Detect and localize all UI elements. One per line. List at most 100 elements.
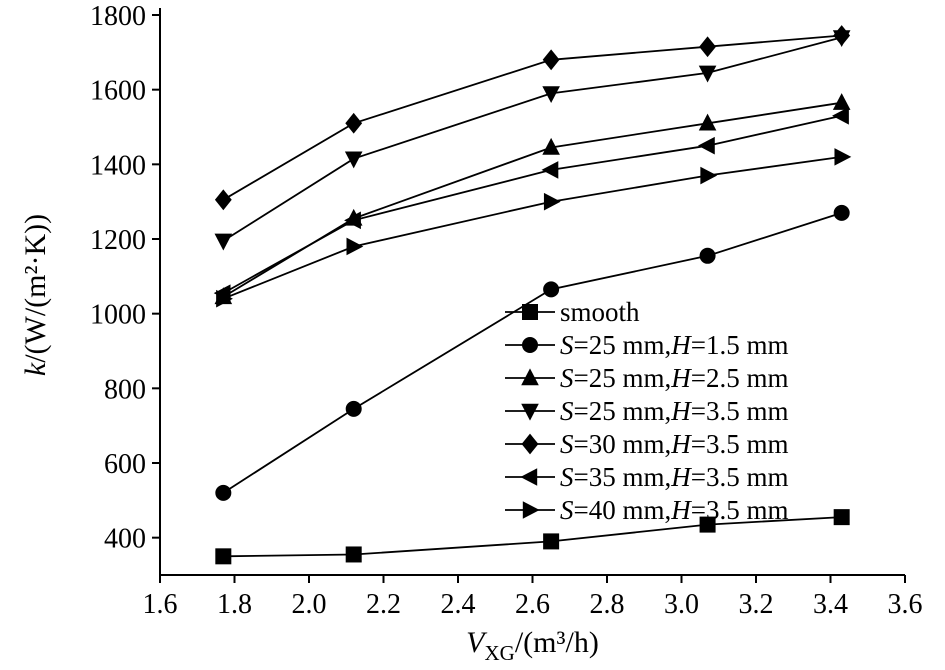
data-point-series-3 — [698, 65, 717, 83]
legend-entry: S=40 mm,H=3.5 mm — [505, 495, 788, 525]
legend-entry: smooth — [505, 297, 640, 327]
x-tick-label: 2.4 — [441, 589, 476, 620]
data-point-series-4 — [542, 49, 560, 71]
triangle-down-marker — [698, 65, 717, 83]
triangle-down-marker — [344, 151, 363, 169]
triangle-up-marker — [698, 113, 717, 131]
data-point-series-6 — [834, 148, 852, 166]
legend-label: S=30 mm,H=3.5 mm — [560, 429, 788, 459]
square-marker — [345, 546, 362, 563]
triangle-down-marker — [521, 403, 539, 421]
legend-entry: S=25 mm,H=3.5 mm — [505, 396, 788, 426]
legend-label: S=25 mm,H=1.5 mm — [560, 330, 788, 360]
legend-label: S=25 mm,H=3.5 mm — [560, 396, 788, 426]
triangle-down-marker — [214, 233, 233, 251]
data-point-series-2 — [832, 93, 851, 110]
circle-marker — [522, 337, 538, 353]
square-marker — [699, 516, 716, 533]
x-tick-label: 3.4 — [813, 589, 848, 620]
diamond-marker — [833, 25, 851, 46]
data-point-series-0 — [699, 516, 716, 533]
circle-marker — [699, 247, 716, 264]
circle-marker — [543, 281, 560, 298]
x-tick-label: 1.8 — [217, 589, 252, 620]
circle-marker — [833, 204, 850, 221]
x-tick-label: 3.6 — [888, 589, 923, 620]
y-tick-label: 1600 — [90, 76, 146, 107]
data-point-series-1 — [543, 281, 560, 298]
triangle-right-marker — [522, 501, 540, 519]
data-point-series-5 — [697, 136, 715, 155]
legend-label: S=25 mm,H=2.5 mm — [560, 363, 788, 393]
triangle-right-marker — [216, 289, 233, 308]
x-tick-label: 2.2 — [366, 589, 401, 620]
circle-marker — [345, 400, 362, 417]
series-line-3 — [222, 36, 842, 242]
square-marker — [543, 533, 560, 550]
triangle-left-marker — [832, 107, 849, 125]
circle-marker — [215, 484, 232, 501]
triangle-right-marker — [346, 237, 364, 256]
series-line-2 — [222, 101, 842, 298]
legend-label: S=35 mm,H=3.5 mm — [560, 462, 788, 492]
data-point-series-1 — [699, 247, 716, 264]
data-point-series-6 — [216, 289, 233, 308]
data-point-series-1 — [833, 204, 850, 221]
x-tick-label: 2.8 — [590, 589, 625, 620]
data-point-series-4 — [699, 36, 716, 58]
data-point-series-6 — [543, 192, 561, 211]
series-line-5 — [222, 114, 842, 294]
series-line-6 — [222, 156, 842, 300]
x-tick-label: 3.0 — [664, 589, 699, 620]
data-point-series-3 — [344, 151, 363, 169]
data-point-series-5 — [344, 211, 361, 230]
diamond-marker — [214, 189, 232, 211]
triangle-left-marker — [520, 468, 538, 486]
x-axis-label: VXG/(m³/h) — [466, 626, 599, 665]
legend-entry: S=30 mm,H=3.5 mm — [505, 429, 788, 459]
triangle-up-marker — [521, 368, 539, 386]
triangle-right-marker — [700, 166, 718, 185]
data-point-series-5 — [832, 107, 849, 125]
y-tick-label: 1400 — [90, 150, 146, 181]
data-point-series-2 — [542, 137, 560, 155]
data-point-series-4 — [345, 112, 363, 134]
data-point-series-3 — [214, 233, 233, 251]
data-point-series-1 — [345, 400, 362, 417]
data-point-series-0 — [833, 509, 850, 526]
triangle-left-marker — [541, 161, 559, 179]
square-marker — [522, 304, 538, 320]
diamond-marker — [542, 49, 560, 71]
y-tick-label: 600 — [104, 449, 146, 480]
legend-entry: S=25 mm,H=1.5 mm — [505, 330, 788, 360]
y-tick-label: 800 — [104, 374, 146, 405]
data-point-series-0 — [543, 533, 560, 550]
legend-entry: S=25 mm,H=2.5 mm — [505, 363, 788, 393]
x-tick-label: 3.2 — [739, 589, 774, 620]
y-tick-label: 1800 — [90, 1, 146, 32]
y-axis-label: k/(W/(m²·K)) — [19, 214, 52, 376]
data-point-series-1 — [215, 484, 232, 501]
triangle-up-marker — [542, 137, 560, 155]
diamond-marker — [699, 36, 716, 58]
triangle-left-marker — [344, 211, 361, 230]
data-point-series-0 — [345, 546, 362, 563]
y-tick-label: 1200 — [90, 225, 146, 256]
data-point-series-0 — [215, 548, 232, 565]
triangle-right-marker — [834, 148, 852, 166]
legend-label: smooth — [560, 297, 640, 327]
triangle-up-marker — [832, 93, 851, 110]
x-tick-label: 2.0 — [292, 589, 327, 620]
triangle-left-marker — [697, 136, 715, 155]
triangle-right-marker — [543, 192, 561, 211]
square-marker — [833, 509, 850, 526]
diamond-marker — [521, 433, 539, 455]
square-marker — [215, 548, 232, 565]
data-point-series-5 — [541, 161, 559, 179]
diamond-marker — [345, 112, 363, 134]
legend-entry: S=35 mm,H=3.5 mm — [505, 462, 788, 492]
legend-label: S=40 mm,H=3.5 mm — [560, 495, 788, 525]
